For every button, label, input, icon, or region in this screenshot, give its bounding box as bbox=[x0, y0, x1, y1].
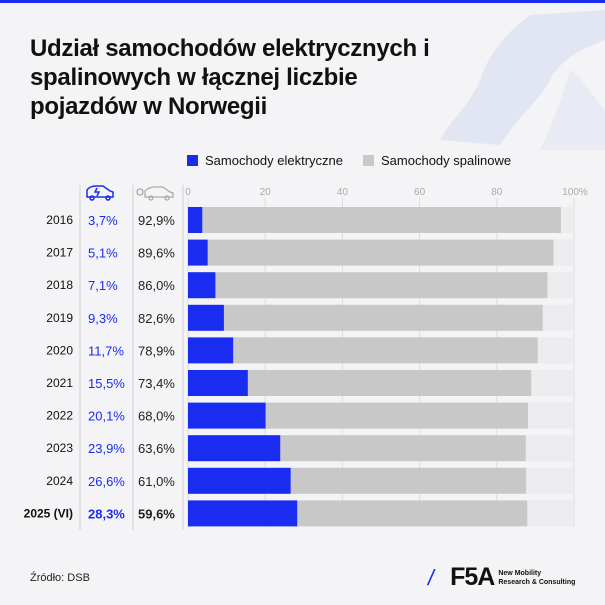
bar-electric bbox=[188, 337, 234, 364]
slash-mark: / bbox=[425, 564, 437, 590]
x-tick-label: 0 bbox=[185, 187, 191, 198]
x-tick-label: 40 bbox=[337, 187, 349, 198]
bar-combustion bbox=[280, 435, 526, 462]
bar-combustion bbox=[202, 207, 561, 233]
bar-combustion bbox=[247, 370, 532, 396]
x-tick-label: 20 bbox=[260, 187, 272, 198]
combustion-value-label: 78,9% bbox=[138, 343, 175, 358]
combustion-value-label: 68,0% bbox=[138, 409, 175, 424]
legend-electric: Samochody elektryczne bbox=[187, 153, 343, 168]
bar-electric bbox=[188, 272, 216, 299]
electric-value-label: 11,7% bbox=[88, 343, 124, 358]
logo-mark: F5A bbox=[450, 563, 495, 591]
electric-value-label: 5,1% bbox=[88, 246, 118, 261]
bar-electric bbox=[188, 500, 298, 527]
bar-electric bbox=[188, 370, 248, 396]
electric-value-label: 28,3% bbox=[88, 506, 125, 521]
bar-chart: 0 20 40 60 80 100% 2016 3,7% 92,9% 2017 5,1% 89,6% 2… bbox=[24, 185, 588, 530]
logo-tagline: New Mobility Research & Consulting bbox=[498, 569, 575, 587]
electric-value-label: 23,9% bbox=[88, 441, 125, 456]
electric-value-label: 26,6% bbox=[88, 474, 125, 489]
legend-label: Samochody spalinowe bbox=[381, 153, 512, 168]
legend-label: Samochody elektryczne bbox=[205, 153, 344, 168]
year-label: 2025 (VI) bbox=[24, 506, 73, 520]
europe-map-decoration bbox=[440, 10, 605, 150]
bar-electric bbox=[188, 467, 291, 494]
bar-electric bbox=[188, 402, 266, 429]
year-label: 2017 bbox=[46, 246, 73, 260]
bar-combustion bbox=[233, 337, 538, 364]
year-label: 2024 bbox=[46, 474, 73, 488]
combustion-value-label: 73,4% bbox=[138, 376, 175, 391]
source-note: Źródło: DSB bbox=[30, 572, 90, 584]
tagline-1: New Mobility bbox=[498, 569, 542, 577]
year-label: 2022 bbox=[46, 409, 73, 423]
year-label: 2021 bbox=[46, 376, 73, 390]
bar-combustion bbox=[290, 467, 527, 494]
year-label: 2018 bbox=[46, 278, 73, 292]
electric-car-icon bbox=[86, 185, 114, 201]
bar-electric bbox=[188, 304, 224, 331]
combustion-value-label: 92,9% bbox=[138, 213, 175, 228]
bar-combustion bbox=[265, 402, 529, 429]
bar-combustion bbox=[215, 272, 548, 299]
bar-combustion bbox=[297, 500, 528, 527]
legend-combustion: Samochody spalinowe bbox=[363, 153, 511, 168]
year-label: 2023 bbox=[46, 441, 73, 455]
top-accent-bar bbox=[0, 0, 605, 3]
x-tick-label: 100% bbox=[562, 187, 588, 198]
year-label: 2020 bbox=[46, 343, 73, 357]
electric-value-label: 9,3% bbox=[88, 311, 118, 326]
bar-combustion bbox=[223, 304, 543, 331]
legend-swatch bbox=[187, 155, 198, 166]
electric-value-label: 3,7% bbox=[88, 213, 118, 228]
bar-electric bbox=[188, 207, 203, 233]
year-label: 2019 bbox=[46, 311, 73, 325]
bar-combustion bbox=[207, 239, 554, 266]
combustion-value-label: 82,6% bbox=[138, 311, 175, 326]
tagline-2: Research & Consulting bbox=[498, 578, 576, 586]
legend-swatch bbox=[363, 155, 374, 166]
electric-value-label: 7,1% bbox=[88, 278, 118, 293]
bar-electric bbox=[188, 435, 281, 462]
combustion-value-label: 89,6% bbox=[138, 246, 175, 261]
combustion-value-label: 63,6% bbox=[138, 441, 175, 456]
combustion-value-label: 61,0% bbox=[138, 474, 175, 489]
electric-value-label: 15,5% bbox=[88, 376, 125, 391]
electric-value-label: 20,1% bbox=[88, 409, 125, 424]
bar-electric bbox=[188, 239, 208, 266]
f5a-logo: / F5A New Mobility Research & Consulting bbox=[425, 563, 575, 592]
combustion-value-label: 59,6% bbox=[138, 506, 175, 521]
x-tick-label: 60 bbox=[414, 187, 426, 198]
combustion-car-icon bbox=[136, 186, 174, 201]
combustion-value-label: 86,0% bbox=[138, 278, 175, 293]
x-tick-label: 80 bbox=[491, 187, 503, 198]
year-label: 2016 bbox=[46, 213, 73, 227]
chart-title: Udział samochodów elektrycznych i spalin… bbox=[30, 35, 430, 120]
